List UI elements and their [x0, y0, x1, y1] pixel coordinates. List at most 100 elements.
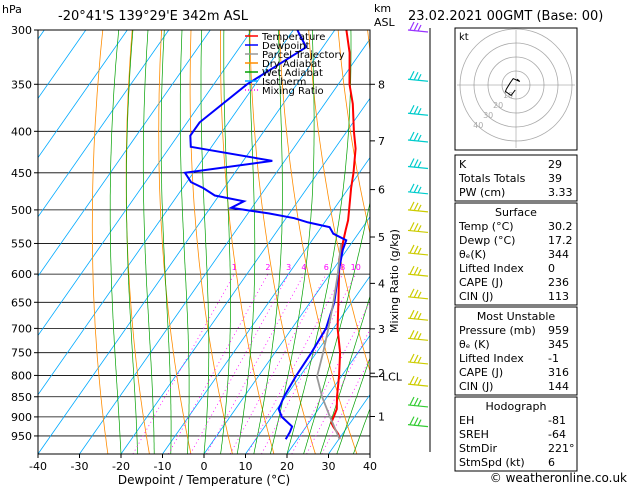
wind-barb — [407, 309, 429, 321]
indices-table: K 29 Totals Totals 39 PW (cm) 3.33 SurfaceTemp… — [454, 154, 578, 472]
isotherm-line — [79, 38, 370, 454]
isotherm-line — [38, 30, 211, 277]
wet-adiabat-line — [319, 295, 370, 454]
index-value: -81 — [548, 414, 566, 427]
isotherm-line — [38, 30, 294, 396]
wind-barb — [407, 104, 429, 116]
dry-adiabat-line — [337, 30, 370, 236]
wind-barb — [407, 183, 429, 195]
legend-entry: Temperature — [261, 32, 325, 43]
index-value: 221° — [548, 442, 575, 455]
dry-adiabat-line — [278, 30, 358, 454]
isotherm-line — [162, 156, 370, 454]
wind-barb — [407, 70, 429, 82]
index-label: EH — [459, 414, 474, 427]
mixing-ratio-line — [321, 357, 370, 454]
mixing-ratio-label: 8 — [340, 263, 345, 272]
x-tick-label: -40 — [29, 460, 47, 473]
wind-barb — [407, 353, 429, 365]
mixing-ratio-label: 4 — [301, 263, 306, 272]
hpa-label: hPa — [2, 3, 22, 16]
legend-entry: Isotherm — [262, 77, 306, 88]
dry-adiabat-line — [603, 30, 629, 454]
index-value: 3.33 — [548, 186, 573, 199]
mixing-ratio-line — [247, 273, 344, 454]
wet-adiabat-line — [236, 30, 256, 454]
mixing-ratio-line — [206, 273, 305, 454]
pressure-label: 950 — [11, 430, 32, 443]
location-title: -20°41'S 139°29'E 342m ASL — [58, 9, 249, 24]
hodograph-index-box-title: Hodograph — [486, 400, 547, 413]
dry-adiabat-line — [125, 30, 150, 454]
index-value: 0 — [548, 262, 555, 275]
wind-barb — [407, 265, 429, 277]
km-tick-label: 3 — [378, 323, 385, 336]
pressure-label: 450 — [11, 167, 32, 180]
wet-adiabat-line — [200, 30, 210, 454]
mixing-ratio-label: 2 — [265, 263, 270, 272]
asl-label: ASL — [374, 16, 396, 29]
km-tick-label: 1 — [378, 411, 385, 424]
wet-adiabat-line — [142, 30, 155, 454]
x-tick-label: 0 — [201, 460, 208, 473]
index-value: 17.2 — [548, 234, 573, 247]
hodograph-ring-label: 40 — [473, 121, 483, 130]
index-value: -1 — [548, 352, 559, 365]
index-value: 6 — [548, 456, 555, 469]
index-label: PW (cm) — [459, 186, 505, 199]
hodograph-kt-label: kt — [459, 32, 469, 43]
wet-adiabat-line — [109, 30, 122, 454]
isotherm-line — [38, 30, 128, 159]
wind-barb — [407, 375, 429, 387]
dry-adiabat-line — [158, 30, 192, 454]
surface-box — [454, 202, 578, 306]
index-value: 113 — [548, 290, 569, 303]
index-value: 30.2 — [548, 220, 573, 233]
dry-adiabat-line — [308, 30, 370, 373]
index-value: 344 — [548, 248, 569, 261]
km-tick-label: 4 — [378, 277, 385, 290]
km-label: km — [374, 2, 391, 15]
dry-adiabat-line — [574, 30, 629, 454]
x-tick-label: 40 — [363, 460, 377, 473]
wet-adiabat-line — [336, 356, 370, 454]
km-tick-label: 7 — [378, 135, 385, 148]
index-value: 316 — [548, 366, 569, 379]
lcl-label: LCL — [382, 371, 403, 384]
pressure-label: 350 — [11, 78, 32, 91]
index-label: StmSpd (kt) — [459, 456, 525, 469]
index-label: StmDir — [459, 442, 498, 455]
mixing-ratio-label: 6 — [324, 263, 329, 272]
wet-adiabat-line — [179, 30, 190, 454]
parcel-trajectory-line — [316, 243, 342, 440]
pressure-label: 600 — [11, 268, 32, 281]
wet-adiabat-line — [303, 200, 370, 454]
wind-barb — [407, 21, 429, 33]
index-value: 345 — [548, 338, 569, 351]
copyright: © weatheronline.co.uk — [490, 471, 627, 485]
index-value: 29 — [548, 158, 562, 171]
mixing-ratio-line — [291, 300, 370, 454]
pressure-label: 900 — [11, 411, 32, 424]
wind-barb — [407, 244, 429, 256]
pressure-label: 800 — [11, 369, 32, 382]
km-tick-label: 6 — [378, 184, 385, 197]
wet-adiabat-line — [286, 30, 352, 454]
x-tick-label: -10 — [154, 460, 172, 473]
most-unstable-box-title: Most Unstable — [477, 310, 556, 323]
wind-barb — [407, 201, 429, 213]
index-label: Totals Totals — [458, 172, 526, 185]
legend-entry: Wet Adiabat — [262, 68, 323, 79]
wind-barb — [407, 131, 429, 143]
mixing-ratio-line — [190, 273, 290, 454]
hodograph-ring-label: 20 — [493, 101, 503, 110]
index-label: Temp (°C) — [458, 220, 514, 233]
surface-box-title: Surface — [495, 206, 537, 219]
pressure-label: 500 — [11, 204, 32, 217]
index-value: 144 — [548, 380, 569, 393]
km-tick-label: 2 — [378, 367, 385, 380]
index-label: CIN (J) — [459, 380, 493, 393]
